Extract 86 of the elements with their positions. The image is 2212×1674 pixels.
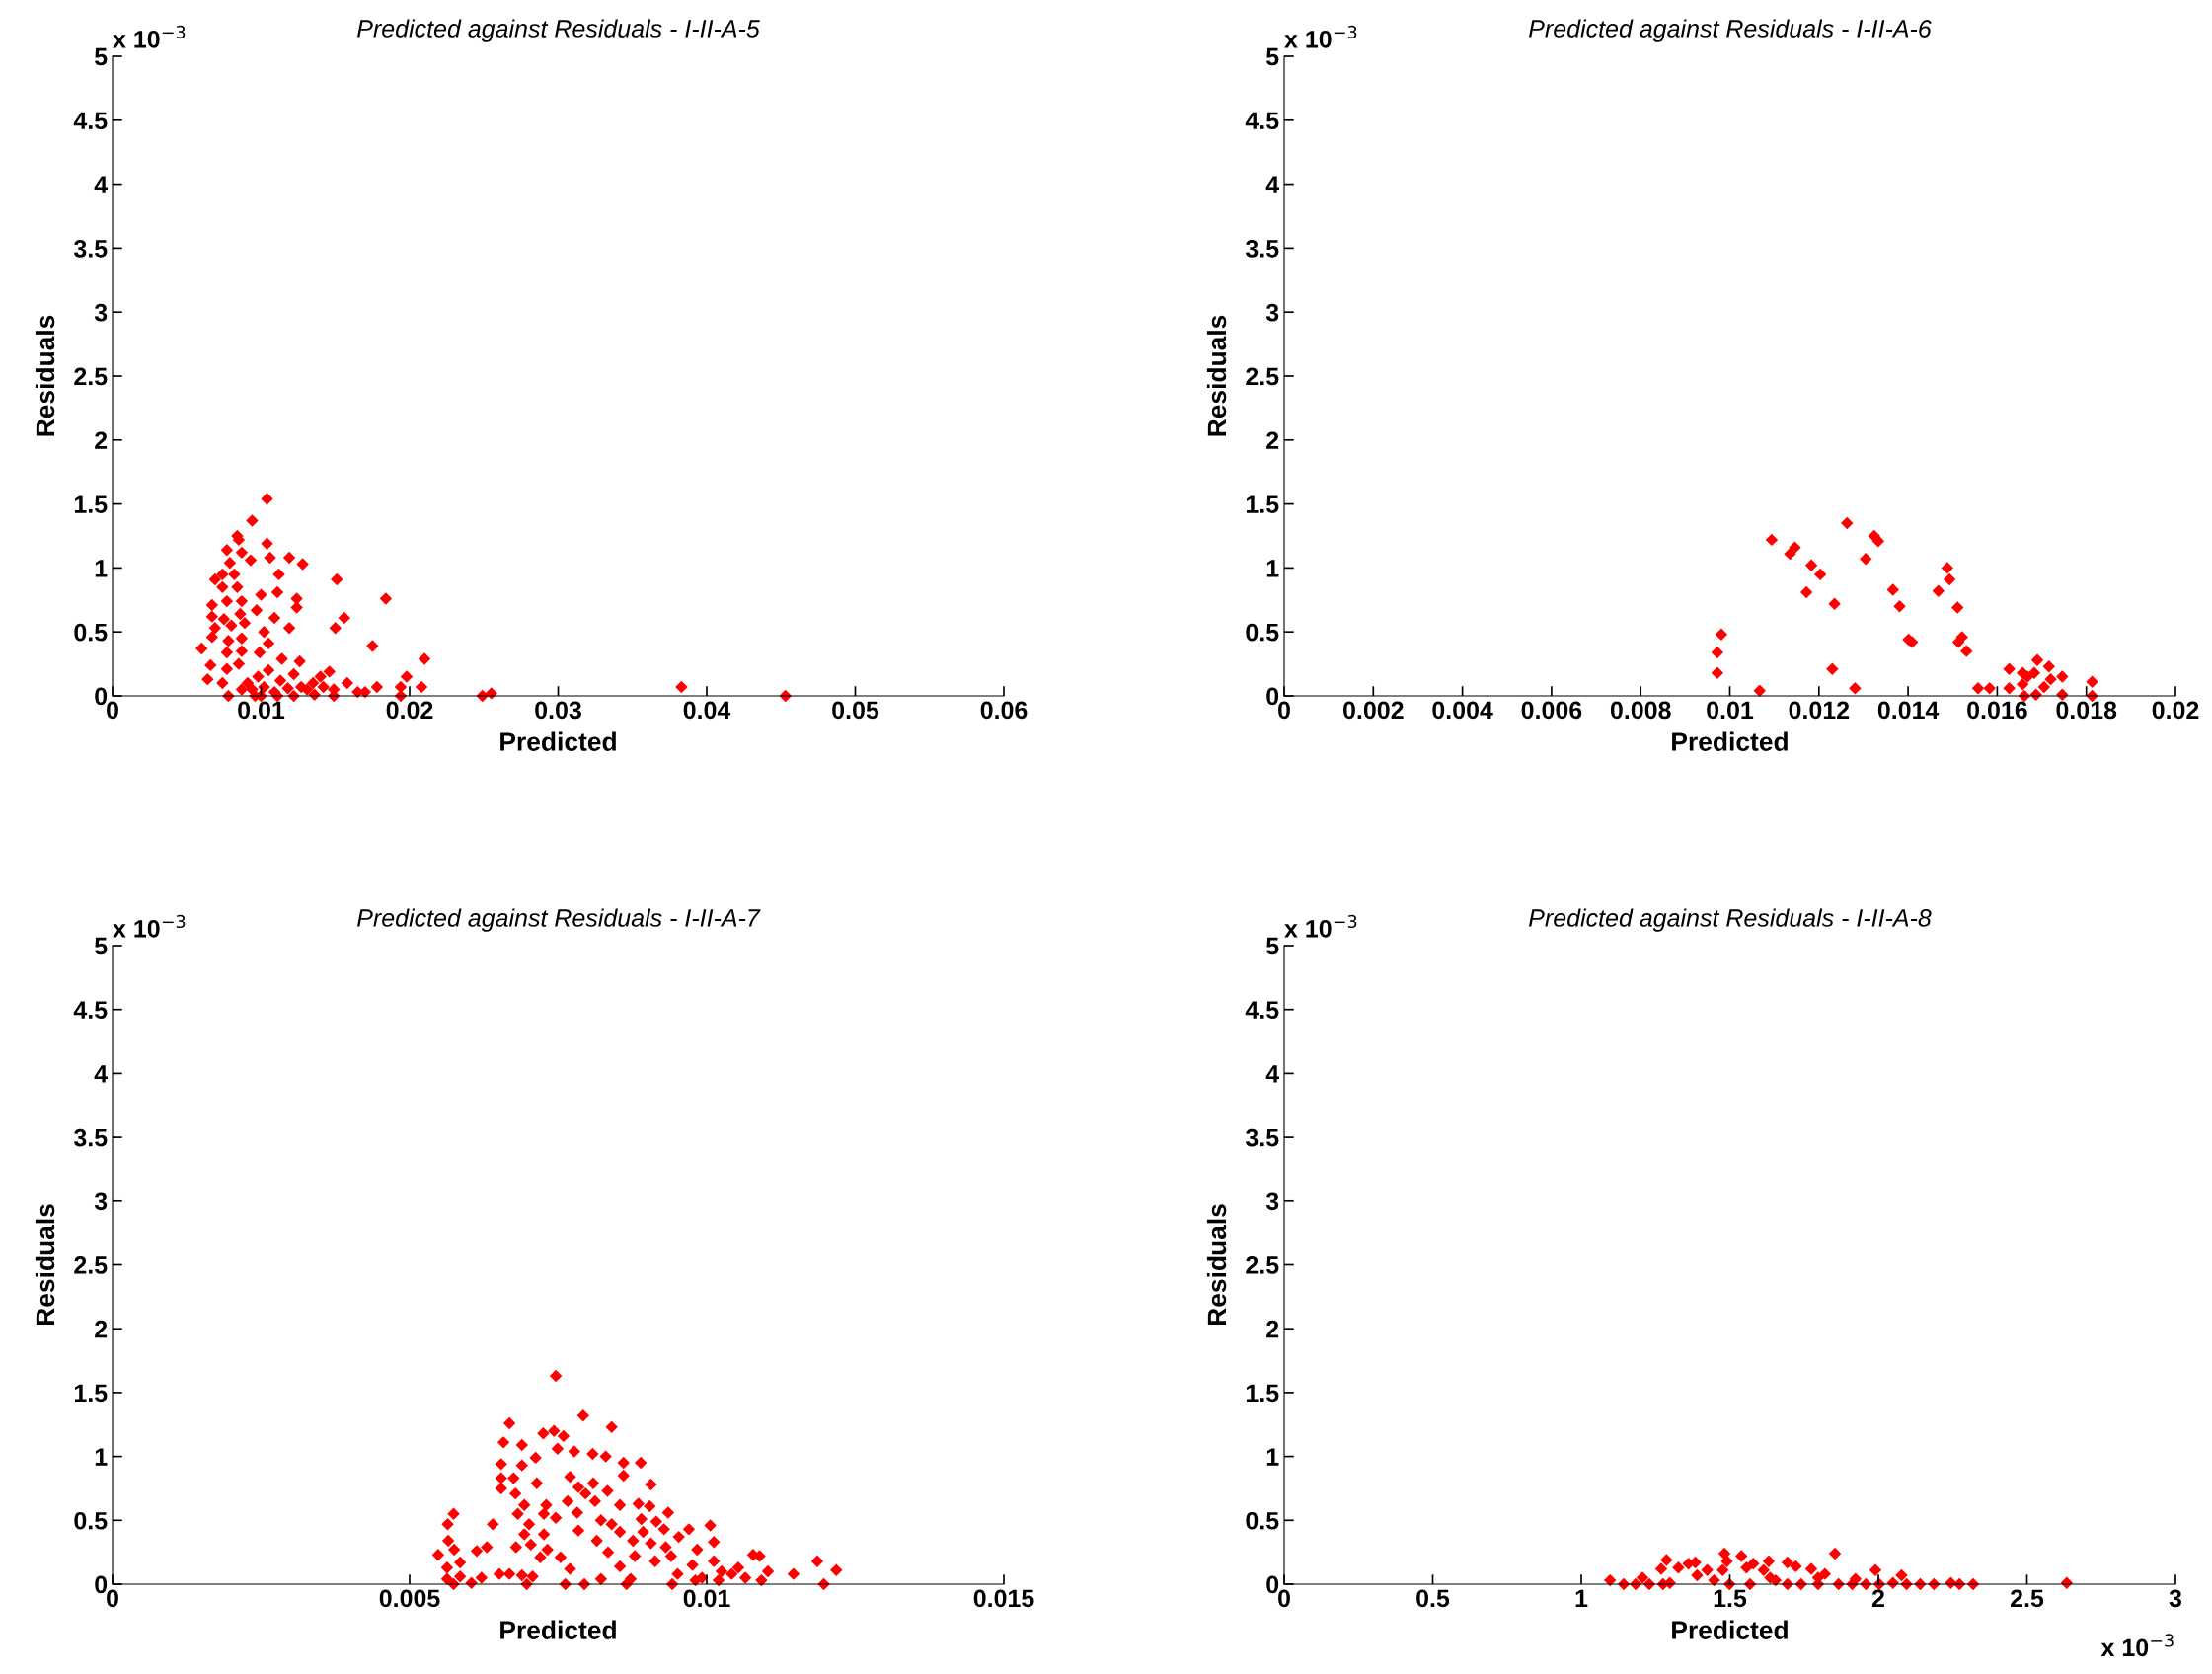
y-tick-label: 0: [95, 687, 108, 706]
y-tick-label: 1.5: [1246, 495, 1279, 513]
y-tick-label: 0.5: [1246, 623, 1279, 642]
x-tick-label: 0.01: [683, 1589, 730, 1608]
x-tick-label: 0.03: [535, 701, 581, 720]
y-tick-label: 0.5: [1246, 1511, 1279, 1530]
text: x 10$^{−3}$: [1284, 914, 1357, 938]
x-tick-label: 0.018: [2056, 701, 2117, 720]
x-tick-label: 2.5: [2010, 1589, 2044, 1608]
x-tick-label: 0.5: [1416, 1589, 1450, 1608]
y-tick-label: 4.5: [1245, 112, 1279, 130]
x-tick-label: 0.012: [1789, 701, 1850, 720]
y-tick-label: 0: [95, 1575, 108, 1594]
x-axis-title: Predicted: [500, 731, 616, 751]
x-axis-title: Predicted: [500, 1620, 616, 1639]
text: x 10$^{−3}$: [113, 914, 186, 938]
x-tick-label: 0.004: [1432, 701, 1493, 720]
x-tick-label: 1: [1575, 1589, 1588, 1607]
y-tick-label: 4: [94, 176, 109, 193]
y-tick-label: 1: [95, 1448, 108, 1466]
y-tick-label: 2.5: [74, 1256, 108, 1274]
y-tick-label: 2: [95, 1320, 108, 1338]
x-tick-label: 0.04: [683, 701, 731, 720]
y-tick-label: 3.5: [73, 240, 108, 258]
y-tick-label: 0.5: [74, 623, 108, 642]
x-tick-label: 0.02: [386, 701, 433, 720]
y-tick-label: 2: [95, 431, 108, 449]
x-tick-label: 0.016: [1967, 701, 2027, 720]
x-tick-label: 1.5: [1714, 1589, 1747, 1608]
text: x 10$^{−3}$: [1284, 25, 1357, 48]
y-tick-label: 3: [94, 303, 108, 322]
text: x 10$^{−3}$: [2100, 1634, 2174, 1657]
y-tick-label: 2.5: [1246, 367, 1279, 386]
y-axis-title: Residuals: [1206, 315, 1227, 436]
x-tick-label: 0.006: [1521, 701, 1582, 720]
x-tick-label: 0.06: [980, 701, 1028, 720]
x-tick-label: 0.014: [1877, 701, 1940, 720]
y-tick-label: 1: [95, 560, 108, 577]
x-tick-label: 0.05: [832, 701, 879, 720]
y-tick-label: 0: [1266, 1575, 1279, 1594]
y-tick-label: 0: [1266, 687, 1279, 706]
y-tick-label: 5: [1266, 937, 1279, 955]
chart-title: Predicted against Residuals - I-II-A-5: [357, 19, 760, 42]
x-tick-label: 0.01: [238, 701, 285, 720]
y-tick-label: 3: [1265, 1192, 1279, 1211]
y-tick-label: 2: [1266, 431, 1279, 449]
y-tick-label: 1.5: [1246, 1384, 1279, 1403]
y-tick-label: 1: [1266, 1448, 1279, 1466]
y-tick-label: 4: [94, 1065, 109, 1083]
y-tick-label: 4.5: [73, 1001, 108, 1019]
y-tick-label: 2.5: [74, 367, 108, 386]
x-tick-label: 0.005: [379, 1589, 440, 1608]
x-tick-label: 2: [1871, 1589, 1884, 1607]
y-tick-label: 3: [1265, 303, 1279, 322]
y-axis-title: Residuals: [35, 315, 55, 436]
text: x 10$^{−3}$: [113, 25, 186, 48]
y-tick-label: 4.5: [73, 112, 108, 130]
y-tick-label: 4: [1265, 1065, 1280, 1083]
y-tick-label: 2.5: [1246, 1256, 1279, 1274]
x-tick-label: 0.02: [2152, 701, 2199, 720]
x-tick-label: 0.008: [1610, 701, 1671, 720]
y-tick-label: 1.5: [74, 1384, 108, 1403]
y-tick-label: 5: [95, 47, 108, 66]
y-tick-label: 3: [94, 1192, 108, 1211]
y-tick-label: 3.5: [1245, 240, 1279, 258]
x-tick-label: 0.002: [1343, 701, 1404, 720]
y-tick-label: 4: [1265, 176, 1280, 193]
y-tick-label: 0.5: [74, 1511, 108, 1530]
y-tick-label: 5: [95, 937, 108, 955]
chart-title: Predicted against Residuals - I-II-A-6: [1529, 19, 1932, 42]
y-axis-title: Residuals: [1206, 1204, 1227, 1326]
y-tick-label: 3.5: [73, 1128, 108, 1147]
y-axis-title: Residuals: [35, 1204, 55, 1326]
y-tick-label: 2: [1266, 1320, 1279, 1338]
x-axis-title: Predicted: [1672, 731, 1788, 751]
y-tick-label: 4.5: [1245, 1001, 1279, 1019]
x-tick-label: 0.01: [1707, 701, 1754, 720]
x-axis-title: Predicted: [1672, 1620, 1788, 1639]
x-tick-label: 3: [2169, 1589, 2182, 1608]
y-tick-label: 5: [1266, 47, 1279, 66]
y-tick-label: 3.5: [1245, 1128, 1279, 1147]
x-tick-label: 0.015: [973, 1589, 1034, 1608]
y-tick-label: 1.5: [74, 495, 108, 513]
y-tick-label: 1: [1266, 560, 1279, 577]
chart-title: Predicted against Residuals - I-II-A-8: [1529, 908, 1932, 932]
chart-title: Predicted against Residuals - I-II-A-7: [357, 908, 761, 932]
